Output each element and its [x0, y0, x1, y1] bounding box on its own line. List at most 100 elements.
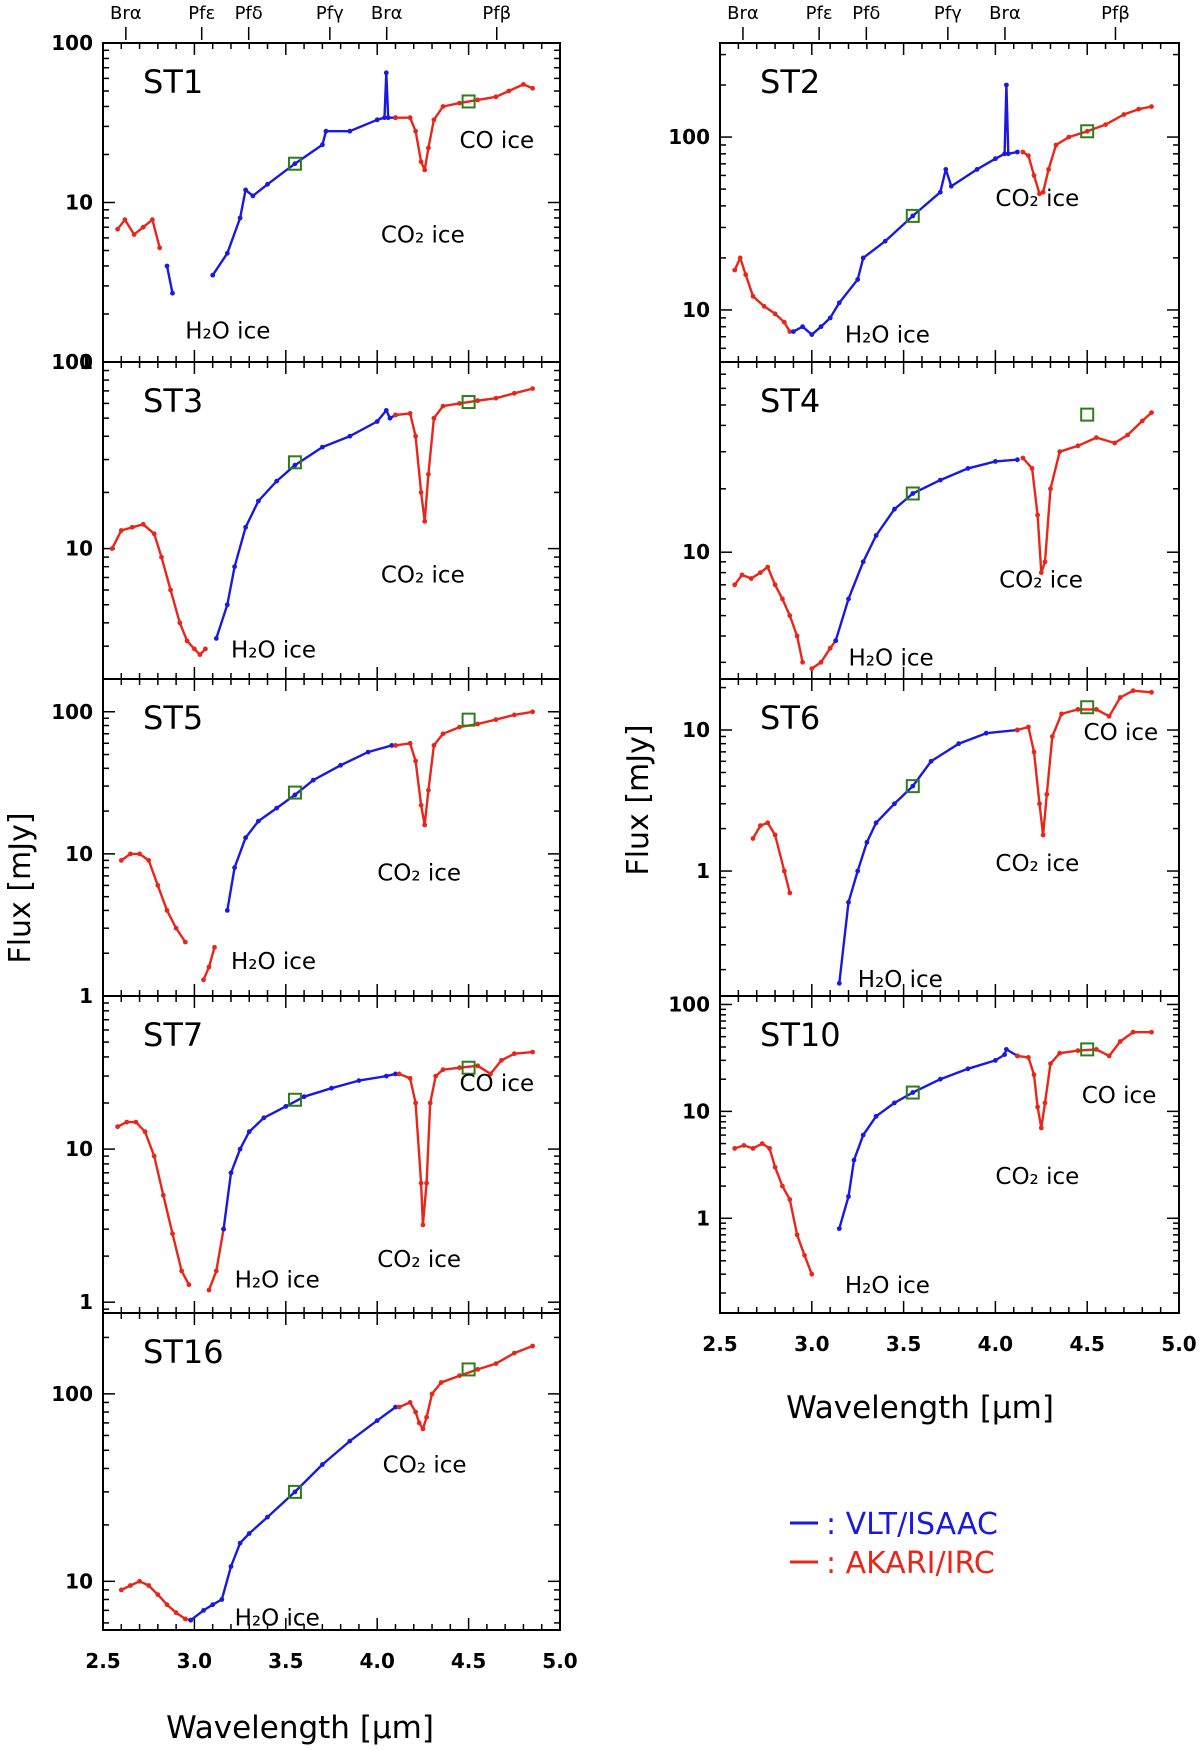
- data-point-akari: [407, 411, 413, 416]
- panel-label: ST7: [143, 1016, 203, 1054]
- panel-st10: 1 10 100 ST10 H₂O ice CO₂ ice CO ice 2.5 3.0 3.5 4…: [668, 992, 1196, 1356]
- data-point-akari: [1117, 695, 1123, 700]
- data-point-isaac: [791, 329, 796, 334]
- data-point-akari: [137, 851, 143, 857]
- data-point-akari: [429, 1391, 435, 1397]
- data-point-akari: [440, 1067, 446, 1073]
- data-point-akari: [1066, 134, 1072, 140]
- photometry-marker: [461, 94, 476, 109]
- data-point-akari: [127, 1583, 133, 1588]
- data-point-isaac: [818, 324, 824, 330]
- data-point-akari: [475, 1063, 481, 1069]
- data-point-akari: [765, 820, 771, 826]
- annotation: CO₂ ice: [377, 1247, 461, 1273]
- data-point-akari: [1031, 1072, 1037, 1078]
- data-point-akari: [157, 245, 163, 251]
- data-point-akari: [1106, 1053, 1112, 1059]
- photometry-marker: [461, 395, 476, 410]
- data-point-isaac: [232, 865, 238, 870]
- data-point-akari: [1075, 707, 1081, 712]
- line-id-label: Pfγ: [934, 3, 962, 24]
- x-tick-label: 3.0: [794, 1332, 829, 1356]
- data-point-isaac: [274, 805, 280, 811]
- data-point-akari: [133, 1119, 139, 1125]
- ylabel-right: Flux [mJy]: [621, 724, 656, 875]
- data-point-isaac: [250, 193, 256, 199]
- data-point-akari: [1020, 455, 1026, 461]
- series-line-isaac: [792, 83, 1018, 336]
- data-point-akari: [182, 939, 188, 945]
- data-point-akari: [530, 709, 535, 715]
- data-point-isaac: [910, 1090, 916, 1095]
- data-point-isaac: [170, 290, 175, 296]
- photometry-marker: [1080, 407, 1095, 422]
- data-point-akari: [426, 471, 431, 477]
- data-point-isaac: [383, 408, 389, 413]
- data-point-isaac: [993, 156, 998, 162]
- data-point-akari: [1037, 801, 1042, 807]
- data-point-akari: [772, 311, 778, 317]
- data-point-akari: [407, 115, 413, 121]
- series-line-akari: [395, 710, 533, 827]
- panel-label: ST2: [760, 63, 820, 101]
- data-point-akari: [393, 115, 398, 121]
- data-point-isaac: [292, 161, 298, 167]
- data-point-akari: [420, 1426, 426, 1432]
- data-point-akari: [122, 217, 128, 223]
- data-point-akari: [802, 1252, 807, 1258]
- y-tick-label: 1: [79, 1290, 93, 1314]
- data-point-isaac: [256, 818, 261, 824]
- data-point-akari: [767, 1146, 772, 1151]
- data-point-akari: [1130, 688, 1136, 694]
- data-point-isaac: [846, 899, 851, 905]
- data-point-akari: [1149, 104, 1154, 109]
- data-point-isaac: [937, 477, 943, 483]
- data-point-isaac: [237, 1540, 243, 1546]
- data-point-akari: [772, 1164, 778, 1170]
- data-point-akari: [1046, 167, 1051, 172]
- data-point-akari: [422, 822, 428, 828]
- data-point-isaac: [292, 792, 298, 798]
- data-point-akari: [1037, 191, 1042, 197]
- data-point-akari: [488, 1071, 493, 1077]
- data-point-akari: [772, 832, 778, 838]
- data-point-akari: [781, 319, 787, 325]
- data-point-akari: [418, 802, 424, 808]
- data-point-isaac: [224, 250, 230, 256]
- data-point-isaac: [892, 1100, 897, 1106]
- data-point-akari: [427, 1100, 433, 1106]
- x-tick-label: 4.5: [451, 1649, 486, 1673]
- series-line-akari: [811, 639, 837, 670]
- data-point-isaac: [292, 1489, 298, 1495]
- data-point-isaac: [855, 277, 861, 282]
- data-point-isaac: [243, 187, 249, 193]
- data-point-akari: [1015, 1053, 1020, 1059]
- data-point-akari: [511, 1350, 517, 1356]
- panel-st4: 10 ST4 H₂O ice CO₂ ice: [682, 361, 1180, 680]
- data-point-akari: [168, 587, 174, 593]
- data-point-akari: [182, 1616, 188, 1622]
- data-point-akari: [818, 659, 824, 665]
- x-tick-label: 4.0: [978, 1332, 1013, 1356]
- data-point-akari: [750, 293, 756, 299]
- annotation: CO₂ ice: [995, 186, 1079, 212]
- data-point-akari: [206, 964, 212, 970]
- photometry-marker: [461, 1362, 476, 1377]
- data-point-isaac: [1015, 457, 1020, 463]
- photometry-marker: [1080, 124, 1095, 139]
- data-point-isaac: [948, 183, 954, 189]
- series-line-isaac: [165, 265, 174, 294]
- photometry-marker: [287, 156, 302, 171]
- data-point-akari: [758, 823, 763, 828]
- data-point-isaac: [836, 1226, 842, 1231]
- y-tick-label: 10: [682, 1099, 710, 1123]
- data-point-akari: [109, 546, 115, 551]
- data-point-isaac: [256, 498, 261, 504]
- annotation: CO₂ ice: [381, 223, 465, 249]
- data-point-isaac: [860, 1132, 866, 1138]
- data-point-akari: [420, 1222, 426, 1228]
- data-point-akari: [159, 554, 164, 560]
- annotation: CO₂ ice: [377, 860, 461, 886]
- panel-label: ST6: [760, 699, 820, 737]
